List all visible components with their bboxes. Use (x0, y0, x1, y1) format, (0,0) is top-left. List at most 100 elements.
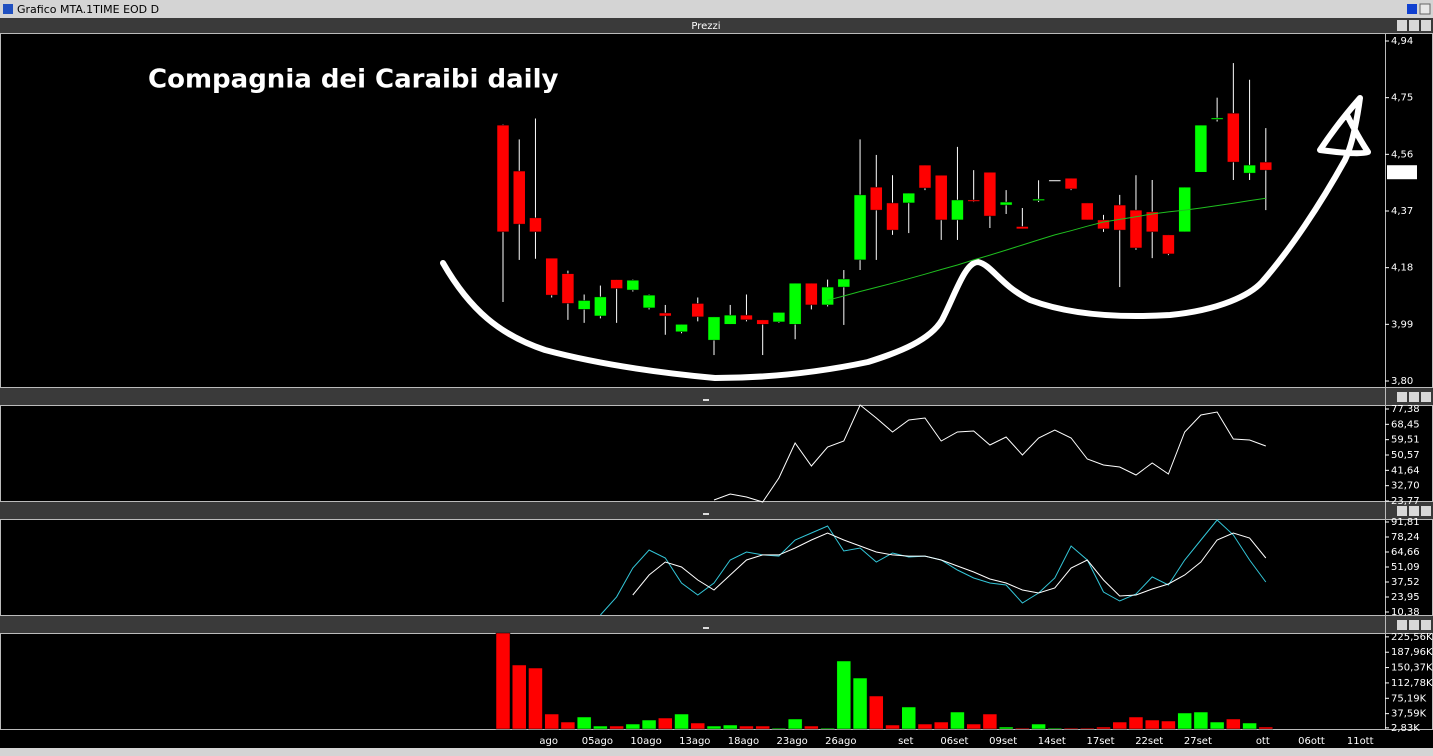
window-title: Grafico MTA.1TIME EOD D (17, 3, 159, 16)
candle-body (529, 217, 542, 233)
candle-body (1129, 209, 1143, 249)
volume-bar (560, 721, 576, 730)
volume-bar (1161, 720, 1176, 730)
y-tick-label: 78,24 (1391, 532, 1420, 543)
volume-bar (804, 725, 819, 730)
x-tick-label: 17set (1087, 736, 1115, 747)
last-price-label: 4,50 (1391, 167, 1413, 178)
candle-body (659, 312, 672, 317)
volume-bar (1258, 726, 1274, 730)
x-tick-label: 05ago (582, 736, 613, 747)
volume-bar (852, 677, 868, 730)
candle-body (675, 324, 688, 333)
volume-bar (1031, 723, 1046, 730)
title-bar (0, 0, 1433, 18)
y-tick-label: 59,51 (1391, 435, 1420, 446)
y-tick-label: 4,37 (1391, 206, 1413, 217)
window-button[interactable] (1419, 3, 1431, 15)
volume-bar (771, 727, 787, 730)
x-tick-label: 14set (1038, 736, 1066, 747)
candle-body (983, 171, 997, 217)
x-tick-label: 10ago (630, 736, 661, 747)
volume-bar (511, 664, 527, 730)
pane-separator (0, 388, 1433, 405)
candle-body (886, 202, 899, 231)
app-icon (3, 4, 13, 14)
candle-body (1048, 179, 1062, 182)
volume-bar (901, 706, 916, 730)
volume-bar (1080, 727, 1095, 730)
candle-body (870, 186, 883, 211)
candle-body (967, 199, 980, 202)
x-tick-label: 18ago (728, 736, 759, 747)
y-tick-label: 2,83K (1391, 723, 1420, 734)
volume-bar (1096, 726, 1111, 730)
y-tick-label: 150,37K (1391, 663, 1433, 674)
candle-body (1162, 234, 1175, 255)
candle-body (1032, 198, 1045, 201)
y-tick-label: 4,94 (1391, 36, 1413, 47)
y-tick-label: 4,75 (1391, 93, 1413, 104)
separator-dots (703, 399, 709, 629)
volume-bar (755, 725, 770, 730)
candle-body (788, 282, 802, 325)
y-tick-label: 23,77 (1391, 496, 1420, 507)
x-tick-label: 09set (989, 736, 1017, 747)
candle-body (1243, 164, 1256, 174)
y-tick-label: 41,64 (1391, 465, 1420, 476)
volume-bar (885, 724, 900, 730)
y-tick-label: 4,56 (1391, 149, 1413, 160)
pane-label: Prezzi (691, 21, 720, 32)
volume-bar (933, 721, 949, 730)
volume-bar (1063, 727, 1079, 730)
candle-body (594, 296, 607, 317)
volume-bar (917, 723, 933, 730)
volume-bar (690, 722, 706, 730)
volume-bar (1112, 721, 1127, 730)
candle-body (756, 319, 769, 325)
x-tick-label: 11ott (1347, 736, 1374, 747)
x-tick-label: 27set (1184, 736, 1212, 747)
candle-body (1113, 204, 1126, 231)
volume-bar (641, 719, 657, 730)
candle-body (723, 314, 737, 325)
pane-button[interactable] (1421, 20, 1431, 31)
y-tick-label: 225,56K (1391, 632, 1433, 643)
x-tick-label: ago (539, 736, 558, 747)
volume-bar (1242, 722, 1257, 730)
volume-bar (1193, 711, 1209, 730)
indicator-line (632, 532, 1267, 597)
volume-bar (1177, 712, 1192, 730)
volume-bar (966, 723, 981, 730)
separator-buttons (1397, 392, 1431, 630)
y-tick-label: 64,66 (1391, 547, 1420, 558)
y-tick-label: 77,38 (1391, 404, 1420, 415)
pane-separator (0, 502, 1433, 519)
candle-body (918, 164, 932, 189)
chart-title: Compagnia dei Caraibi daily (148, 65, 558, 95)
volume-bar (1047, 727, 1063, 730)
hand-drawn-annotation (440, 95, 1371, 381)
x-tick-label: set (898, 736, 913, 747)
candle-body (853, 194, 867, 261)
x-tick-label: 06set (940, 736, 968, 747)
volume-bar (950, 711, 965, 730)
volume-bar (528, 667, 543, 730)
volume-bar (495, 632, 511, 730)
window-button[interactable] (1407, 4, 1417, 14)
volume-bar (658, 717, 673, 730)
pane-button[interactable] (1409, 20, 1419, 31)
volume-bar (1128, 716, 1144, 730)
plot: 4,94 4,75 4,56 4,37 4,18 3,99 3,80 4,50 77,38 68,… (495, 36, 1433, 747)
status-bar (0, 748, 1433, 756)
y-tick-label: 91,81 (1391, 517, 1420, 528)
pane-button[interactable] (1397, 20, 1407, 31)
candle-body (691, 303, 705, 318)
x-tick-label: ott (1256, 736, 1270, 747)
x-tick-label: 26ago (825, 736, 856, 747)
candle-body (1016, 226, 1029, 230)
x-tick-label: 13ago (679, 736, 710, 747)
candle-body (805, 282, 818, 306)
candle-body (902, 192, 915, 204)
candle-body (1097, 219, 1110, 230)
